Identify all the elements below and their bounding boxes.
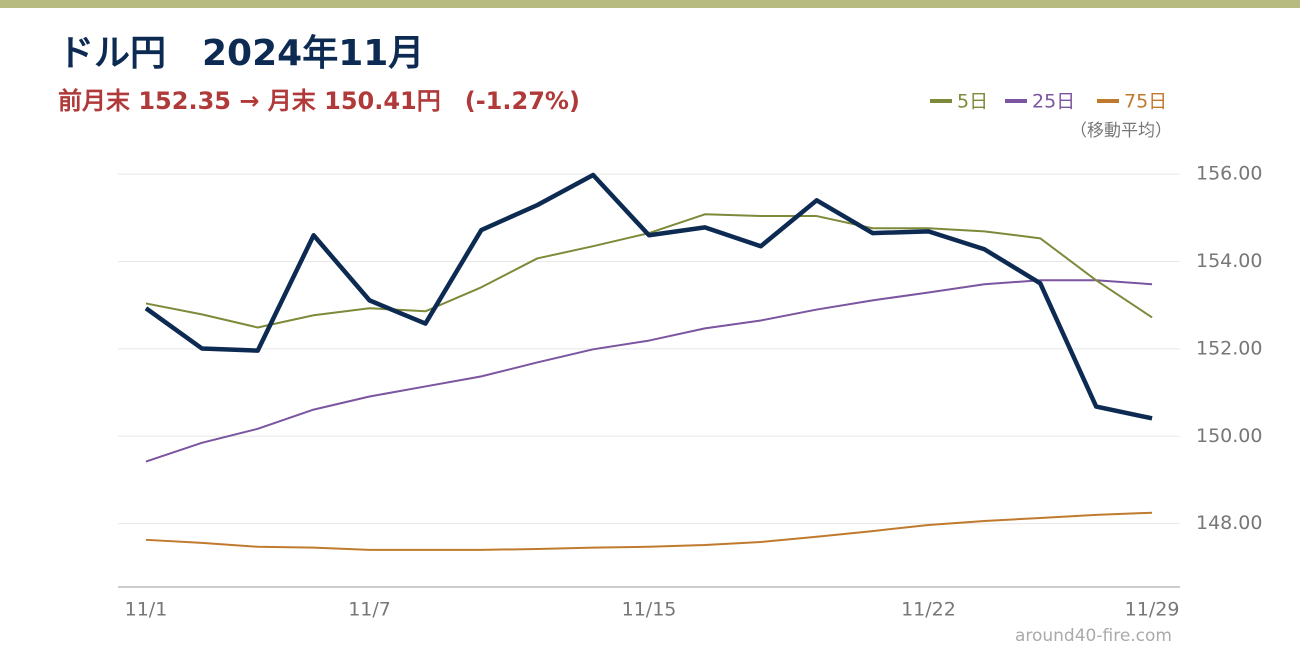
legend-label: 5日 xyxy=(957,91,988,113)
ma-line xyxy=(145,279,1153,463)
y-tick-label: 152.00 xyxy=(1196,337,1262,359)
y-tick-label: 154.00 xyxy=(1196,250,1262,272)
source: around40-fire.com xyxy=(1015,626,1172,646)
chart-subtitle: 前月末 152.35 → 月末 150.41円 (-1.27%) xyxy=(58,87,580,115)
x-tick-label: 11/15 xyxy=(622,599,677,621)
x-tick-label: 11/7 xyxy=(348,599,391,621)
x-tick-label: 11/1 xyxy=(125,599,168,621)
legend-label: 75日 xyxy=(1124,91,1167,113)
y-tick-label: 148.00 xyxy=(1196,512,1262,534)
top-bar xyxy=(0,0,1300,8)
chart-title: ドル円 2024年11月 xyxy=(58,33,424,74)
x-tick-label: 11/22 xyxy=(901,599,956,621)
x-tick-label: 11/29 xyxy=(1125,599,1180,621)
legend-label: 25日 xyxy=(1032,91,1075,113)
y-tick-label: 150.00 xyxy=(1196,425,1262,447)
price-line xyxy=(144,172,1153,421)
legend-note: （移動平均） xyxy=(1070,121,1172,141)
y-tick-label: 156.00 xyxy=(1196,163,1262,185)
ma-line xyxy=(145,511,1153,551)
